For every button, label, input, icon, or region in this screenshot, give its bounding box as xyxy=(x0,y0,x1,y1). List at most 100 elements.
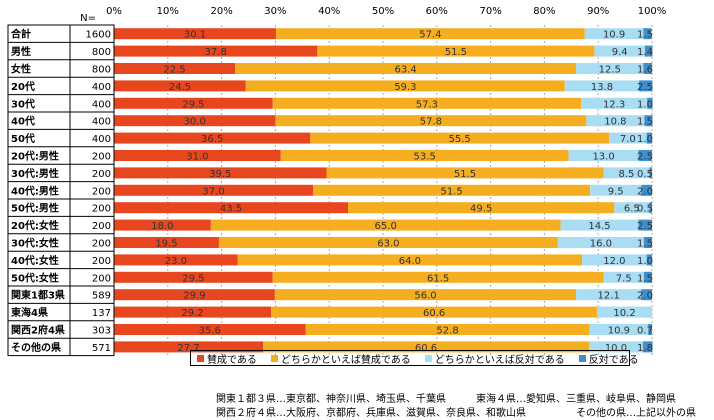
n-value: 800 xyxy=(92,65,111,76)
bar-value-label: 1.8 xyxy=(637,343,653,354)
bar-segment xyxy=(649,167,652,179)
bar-segment xyxy=(649,202,652,214)
x-tick-label: 70% xyxy=(479,6,501,17)
legend-swatch-somewhat-oppose xyxy=(424,354,432,362)
bar-value-label: 9.5 xyxy=(608,186,624,197)
category-label: 男性 xyxy=(11,45,31,58)
bar-value-label: 1.5 xyxy=(637,239,653,250)
bar-value-label: 13.0 xyxy=(592,152,614,163)
bar-value-label: 23.0 xyxy=(165,256,187,267)
bar-segment xyxy=(642,341,653,353)
n-header: N= xyxy=(80,13,96,24)
bar-segment xyxy=(114,132,311,144)
bar-segment xyxy=(275,115,587,127)
x-tick-label: 10% xyxy=(157,6,179,17)
bar-segment xyxy=(648,324,652,335)
bar-segment xyxy=(586,115,645,127)
category-label: 女性 xyxy=(11,63,31,76)
legend-swatch-agree xyxy=(197,354,204,362)
legend-label-somewhat-agree: どちらかといえば賛成である xyxy=(280,354,411,366)
bar-segment xyxy=(643,237,652,248)
bar-segment xyxy=(645,45,653,57)
bar-value-label: 10.0 xyxy=(605,343,627,354)
bar-segment xyxy=(326,167,604,179)
bar-value-label: 10.9 xyxy=(603,30,625,41)
bar-segment xyxy=(568,150,639,161)
bar-value-label: 30.1 xyxy=(184,30,206,41)
bar-value-label: 2.5 xyxy=(637,152,653,163)
bar-value-label: 31.0 xyxy=(186,152,208,163)
bar-value-label: 2.0 xyxy=(637,186,653,197)
category-label: 20代 xyxy=(11,80,35,93)
bar-segment xyxy=(237,254,583,266)
n-value: 400 xyxy=(92,117,111,128)
x-tick-label: 100% xyxy=(638,6,667,17)
bar-segment xyxy=(641,289,652,301)
n-value: 200 xyxy=(92,239,111,250)
x-tick-label: 30% xyxy=(264,6,286,17)
bar-value-label: 27.7 xyxy=(177,343,199,354)
bar-value-label: 53.5 xyxy=(414,152,436,163)
bar-value-label: 64.0 xyxy=(399,256,421,267)
n-value: 200 xyxy=(92,186,111,197)
bar-value-label: 51.5 xyxy=(454,169,476,180)
bar-segment xyxy=(114,80,246,92)
bar-segment xyxy=(317,45,595,57)
bar-segment xyxy=(271,306,598,318)
bar-value-label: 2.5 xyxy=(637,221,653,232)
n-value: 589 xyxy=(92,291,111,302)
legend-item-somewhat-oppose: どちらかといえば反対である xyxy=(424,351,565,366)
bar-value-label: 60.6 xyxy=(423,308,445,319)
bar-value-label: 12.3 xyxy=(603,99,625,110)
bar-segment xyxy=(348,202,615,214)
bar-segment xyxy=(580,97,648,109)
bar-value-label: 57.8 xyxy=(420,117,442,128)
bar-segment xyxy=(647,97,653,109)
bar-value-label: 56.0 xyxy=(414,291,436,302)
bar-value-label: 60.6 xyxy=(415,343,437,354)
bar-value-label: 55.5 xyxy=(449,134,471,145)
bar-segment xyxy=(643,63,652,74)
legend-label-somewhat-oppose: どちらかといえば反対である xyxy=(434,354,565,366)
bar-segment xyxy=(564,80,640,92)
bar-value-label: 52.8 xyxy=(436,326,458,337)
bar-segment xyxy=(114,184,314,196)
bar-segment xyxy=(114,63,236,74)
category-label: 東海4県 xyxy=(11,306,48,319)
bar-value-label: 0.7 xyxy=(637,326,653,337)
bar-value-label: 37.0 xyxy=(202,186,224,197)
bar-value-label: 29.5 xyxy=(182,273,204,284)
bar-value-label: 0.5 xyxy=(637,169,653,180)
bar-value-label: 1.0 xyxy=(637,134,653,145)
category-label: 40代 xyxy=(11,115,35,128)
bar-segment xyxy=(643,28,652,40)
n-value: 200 xyxy=(92,152,111,163)
category-label: 20代:男性 xyxy=(11,150,59,163)
bar-segment xyxy=(114,150,281,161)
bar-value-label: 51.5 xyxy=(445,47,467,58)
category-label: その他の県 xyxy=(11,341,61,354)
bar-value-label: 51.5 xyxy=(440,186,462,197)
x-tick-label: 60% xyxy=(426,6,448,17)
bar-segment xyxy=(589,341,643,353)
bar-segment xyxy=(582,254,647,266)
bar-segment xyxy=(114,115,276,127)
bar-segment xyxy=(576,63,644,74)
footnote-region-east: 関東１都３県…東京都、神奈川県、埼玉県、千葉県 東海４県…愛知県、三重県、岐阜県… xyxy=(216,394,676,405)
x-tick-label: 40% xyxy=(318,6,340,17)
bar-segment xyxy=(603,271,644,283)
bar-segment xyxy=(280,150,569,161)
legend-swatch-oppose xyxy=(578,354,586,362)
n-value: 200 xyxy=(92,256,111,267)
bar-value-label: 14.5 xyxy=(588,221,610,232)
bar-segment xyxy=(114,237,219,248)
bar-value-label: 1.4 xyxy=(637,47,653,58)
bar-segment xyxy=(608,132,647,144)
bar-value-label: 6.5 xyxy=(624,204,640,215)
bar-segment xyxy=(638,219,652,231)
n-value: 200 xyxy=(92,204,111,215)
legend-label-oppose: 反対である xyxy=(588,354,639,366)
bar-segment xyxy=(210,219,561,231)
bar-segment xyxy=(557,237,644,248)
